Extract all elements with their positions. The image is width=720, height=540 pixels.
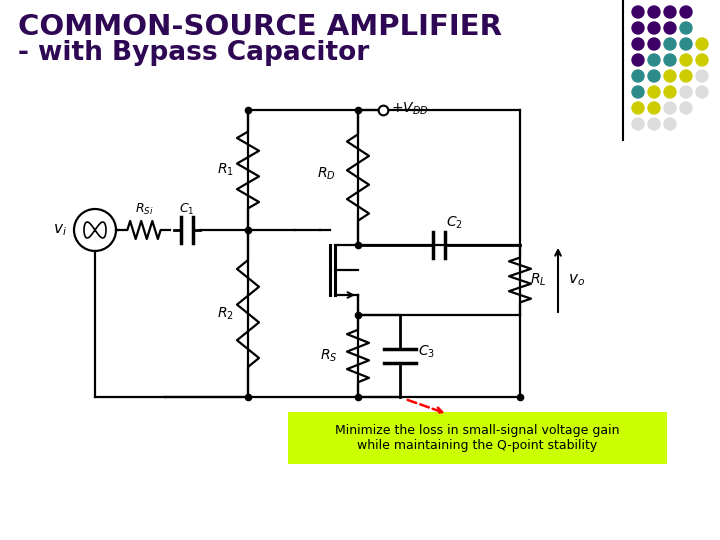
Text: $R_{Si}$: $R_{Si}$ <box>135 202 153 217</box>
Circle shape <box>664 54 676 66</box>
Circle shape <box>648 118 660 130</box>
Circle shape <box>632 86 644 98</box>
Circle shape <box>680 54 692 66</box>
Circle shape <box>632 102 644 114</box>
Circle shape <box>632 6 644 18</box>
Text: - with Bypass Capacitor: - with Bypass Capacitor <box>18 40 369 66</box>
Text: $v_o$: $v_o$ <box>568 272 585 288</box>
Circle shape <box>664 102 676 114</box>
Circle shape <box>632 70 644 82</box>
Circle shape <box>632 118 644 130</box>
Circle shape <box>664 118 676 130</box>
Text: Minimize the loss in small-signal voltage gain
while maintaining the Q-point sta: Minimize the loss in small-signal voltag… <box>336 424 620 452</box>
Circle shape <box>648 6 660 18</box>
Circle shape <box>664 38 676 50</box>
Circle shape <box>696 54 708 66</box>
Circle shape <box>632 38 644 50</box>
Circle shape <box>664 86 676 98</box>
Circle shape <box>664 6 676 18</box>
Circle shape <box>664 22 676 34</box>
Circle shape <box>648 102 660 114</box>
Text: $C_3$: $C_3$ <box>418 344 435 360</box>
Circle shape <box>680 38 692 50</box>
Circle shape <box>648 86 660 98</box>
Circle shape <box>648 70 660 82</box>
Text: $R_D$: $R_D$ <box>318 165 336 181</box>
Circle shape <box>680 102 692 114</box>
Circle shape <box>696 86 708 98</box>
Text: $C_1$: $C_1$ <box>179 202 194 217</box>
Circle shape <box>680 86 692 98</box>
Circle shape <box>648 22 660 34</box>
Text: $R_L$: $R_L$ <box>530 272 546 288</box>
Text: $v_i$: $v_i$ <box>53 222 67 238</box>
Circle shape <box>632 22 644 34</box>
Text: $+V_{DD}$: $+V_{DD}$ <box>391 101 428 117</box>
Circle shape <box>664 70 676 82</box>
Text: $C_2$: $C_2$ <box>446 214 462 231</box>
Circle shape <box>680 70 692 82</box>
Circle shape <box>632 54 644 66</box>
Circle shape <box>680 22 692 34</box>
Circle shape <box>648 38 660 50</box>
Text: $R_2$: $R_2$ <box>217 305 234 322</box>
Circle shape <box>680 6 692 18</box>
Circle shape <box>696 38 708 50</box>
Circle shape <box>696 70 708 82</box>
Text: COMMON-SOURCE AMPLIFIER: COMMON-SOURCE AMPLIFIER <box>18 13 502 41</box>
Text: $R_S$: $R_S$ <box>320 348 338 364</box>
Text: $R_1$: $R_1$ <box>217 162 234 178</box>
FancyBboxPatch shape <box>288 412 667 464</box>
Circle shape <box>648 54 660 66</box>
